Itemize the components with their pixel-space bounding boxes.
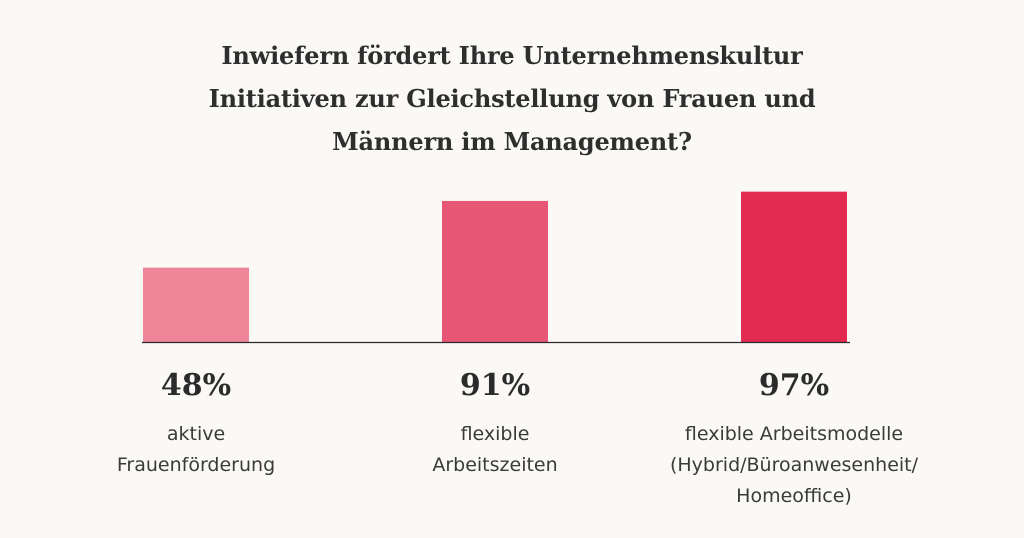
- bar: [143, 267, 249, 342]
- chart-title-line: Inwiefern fördert Ihre Unternehmenskultu…: [221, 41, 803, 70]
- category-label: Homeoffice): [736, 485, 852, 507]
- chart-title-line: Männern im Management?: [332, 127, 692, 156]
- category-label: aktive: [167, 423, 225, 445]
- category-label: Frauenförderung: [117, 454, 275, 476]
- category-label: Arbeitszeiten: [432, 454, 557, 476]
- data-label: 91%: [460, 368, 530, 403]
- bar: [442, 200, 548, 342]
- bar: [741, 191, 847, 342]
- category-label: (Hybrid/Büroanwesenheit/: [670, 454, 919, 476]
- data-label: 48%: [161, 368, 231, 403]
- category-label: flexible: [461, 423, 530, 445]
- chart-title-line: Initiativen zur Gleichstellung von Fraue…: [208, 84, 816, 113]
- chart-title: Inwiefern fördert Ihre Unternehmenskultu…: [0, 34, 1024, 163]
- category-label: flexible Arbeitsmodelle: [685, 423, 903, 445]
- data-label: 97%: [759, 368, 829, 403]
